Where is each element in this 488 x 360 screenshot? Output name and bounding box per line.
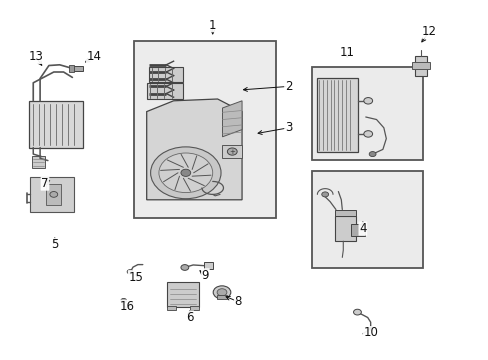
Text: 1: 1 (208, 19, 216, 32)
Bar (29, 101, 83, 148)
Bar (72, 66, 83, 71)
Bar (149, 67, 183, 82)
Circle shape (181, 169, 190, 176)
Circle shape (321, 192, 328, 197)
Bar (334, 210, 355, 216)
Circle shape (50, 192, 58, 197)
Text: 12: 12 (421, 25, 436, 38)
Bar (311, 171, 423, 268)
Polygon shape (146, 99, 242, 200)
Text: 3: 3 (284, 121, 292, 134)
Circle shape (150, 147, 221, 199)
Bar (32, 156, 45, 168)
Circle shape (363, 98, 372, 104)
Bar (146, 83, 183, 99)
Circle shape (368, 152, 375, 157)
Bar (30, 177, 74, 212)
Circle shape (213, 286, 230, 299)
Bar (411, 62, 429, 69)
Polygon shape (222, 101, 242, 137)
Circle shape (127, 270, 133, 274)
Bar (204, 262, 213, 269)
Bar (334, 216, 355, 241)
Text: 7: 7 (41, 177, 49, 190)
Bar (311, 67, 423, 160)
Circle shape (227, 148, 237, 155)
Circle shape (181, 265, 188, 270)
Bar (222, 145, 242, 158)
Text: 10: 10 (363, 327, 377, 339)
Text: 4: 4 (358, 222, 366, 235)
Bar (134, 41, 276, 218)
Text: 8: 8 (234, 295, 242, 308)
Text: 11: 11 (339, 46, 354, 59)
Text: +: + (229, 149, 235, 154)
Bar (167, 282, 199, 307)
Bar (69, 65, 74, 72)
Bar (350, 224, 364, 236)
Text: 16: 16 (120, 300, 134, 313)
Text: 9: 9 (201, 269, 209, 282)
Circle shape (121, 298, 126, 303)
Bar (189, 306, 198, 310)
Text: 2: 2 (284, 80, 292, 93)
Circle shape (217, 289, 226, 296)
Text: 13: 13 (28, 50, 43, 63)
Circle shape (353, 309, 361, 315)
Bar (316, 78, 358, 152)
Bar (414, 56, 426, 76)
Text: 5: 5 (51, 238, 59, 251)
Circle shape (159, 153, 212, 193)
Text: 15: 15 (128, 271, 143, 284)
Bar (46, 184, 61, 205)
Bar (217, 295, 226, 299)
Circle shape (363, 131, 372, 137)
Bar (167, 306, 176, 310)
Text: 6: 6 (185, 311, 193, 324)
Text: 14: 14 (86, 50, 101, 63)
